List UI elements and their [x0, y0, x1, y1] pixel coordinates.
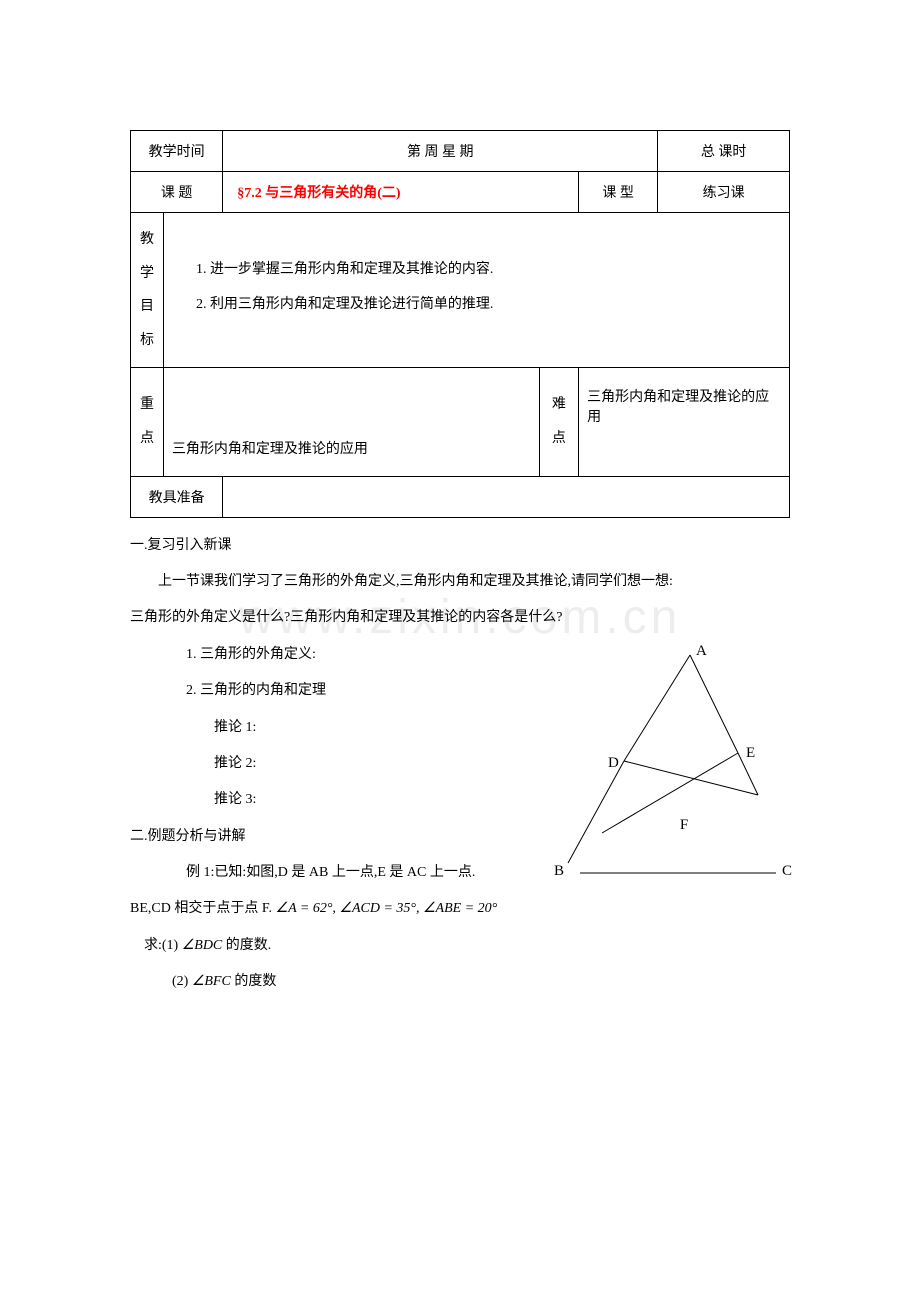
- cell-topic-value: §7.2 与三角形有关的角(二): [223, 172, 579, 213]
- list-item: 2. 利用三角形内角和定理及推论进行简单的推理.: [196, 290, 781, 321]
- example-line: BE,CD 相交于点于点 F. ∠A = 62°, ∠ACD = 35°, ∠A…: [130, 891, 790, 927]
- cell-time-label: 教学时间: [131, 131, 223, 172]
- cell-type-value: 练习课: [658, 172, 790, 213]
- diagram-wrap: ABCDEF 1. 三角形的外角定义: 2. 三角形的内角和定理 推论 1: 推…: [130, 637, 790, 892]
- goals-list: 1. 进一步掌握三角形内角和定理及其推论的内容. 2. 利用三角形内角和定理及推…: [172, 249, 781, 331]
- cell-diff-label: 难 点: [539, 368, 579, 476]
- cell-key-label: 重 点: [131, 368, 164, 476]
- cell-type-label: 课 型: [579, 172, 658, 213]
- table-row: 重 点 三角形内角和定理及推论的应用 难 点 三角形内角和定理及推论的应用: [131, 368, 790, 476]
- text: 的度数.: [226, 938, 272, 953]
- text: 求:(1): [144, 938, 178, 953]
- section-1-title: 一.复习引入新课: [130, 528, 790, 564]
- svg-text:C: C: [782, 863, 792, 879]
- lesson-body: 一.复习引入新课 上一节课我们学习了三角形的外角定义,三角形内角和定理及其推论,…: [130, 528, 790, 1001]
- table-row: 课 题 §7.2 与三角形有关的角(二) 课 型 练习课: [131, 172, 790, 213]
- math: ∠A = 62°, ∠ACD = 35°, ∠ABE = 20°: [276, 901, 498, 916]
- cell-prep-value: [223, 476, 790, 517]
- example-line: (2) ∠BFC 的度数: [130, 964, 790, 1000]
- para: 三角形的外角定义是什么?三角形内角和定理及其推论的内容各是什么?: [130, 600, 790, 636]
- svg-text:A: A: [696, 643, 707, 659]
- cell-topic-label: 课 题: [131, 172, 223, 213]
- example-line: 求:(1) ∠BDC 的度数.: [130, 928, 790, 964]
- table-row: 教 学 目 标 1. 进一步掌握三角形内角和定理及其推论的内容. 2. 利用三角…: [131, 213, 790, 368]
- list-item: 1. 进一步掌握三角形内角和定理及其推论的内容.: [196, 255, 781, 286]
- text: (2): [172, 974, 188, 989]
- math: ∠BFC: [192, 974, 231, 989]
- text: BE,CD 相交于点于点 F.: [130, 901, 272, 916]
- math: ∠BDC: [182, 938, 223, 953]
- table-row: 教学时间 第 周 星 期 总 课时: [131, 131, 790, 172]
- cell-goals-label: 教 学 目 标: [131, 213, 164, 368]
- svg-text:E: E: [746, 745, 755, 761]
- cell-goals: 1. 进一步掌握三角形内角和定理及其推论的内容. 2. 利用三角形内角和定理及推…: [163, 213, 789, 368]
- cell-diff-text: 三角形内角和定理及推论的应用: [579, 368, 790, 476]
- lesson-header-table: 教学时间 第 周 星 期 总 课时 课 题 §7.2 与三角形有关的角(二) 课…: [130, 130, 790, 518]
- cell-time-value: 第 周 星 期: [223, 131, 658, 172]
- cell-prep-label: 教具准备: [131, 476, 223, 517]
- para: 上一节课我们学习了三角形的外角定义,三角形内角和定理及其推论,请同学们想一想:: [130, 564, 790, 600]
- table-row: 教具准备: [131, 476, 790, 517]
- svg-text:D: D: [608, 755, 619, 771]
- svg-text:F: F: [680, 817, 688, 833]
- svg-text:B: B: [554, 863, 564, 879]
- cell-total-label: 总 课时: [658, 131, 790, 172]
- cell-key-text: 三角形内角和定理及推论的应用: [163, 368, 539, 476]
- text: 的度数: [234, 974, 276, 989]
- triangle-diagram: A B C D E F: [540, 641, 800, 891]
